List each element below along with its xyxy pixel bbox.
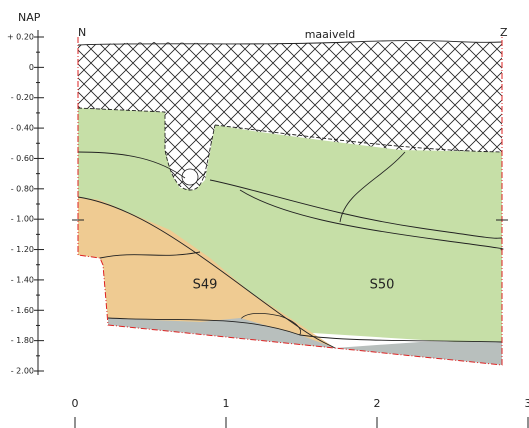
y-tick-label: - 0.20 [11,93,34,102]
y-tick-label: 0 [29,63,34,72]
x-tick-label: 1 [223,397,230,410]
x-tick-label: 0 [72,397,79,410]
north-label: N [78,26,86,39]
surface-label: maaiveld [305,28,356,41]
zone-label: S49 [193,278,218,293]
y-tick-label: - 0.80 [11,184,34,193]
x-tick-label: 2 [374,397,381,410]
y-tick-label: + 0.20 [7,33,34,42]
x-tick-label: 3 [525,397,529,410]
y-tick-label: - 1.80 [11,336,34,345]
y-tick-label: - 1.20 [11,245,34,254]
y-tick-label: - 1.00 [11,215,34,224]
y-tick-label: - 0.40 [11,124,34,133]
y-tick-label: - 1.40 [11,275,34,284]
axis-title: NAP [18,11,41,24]
y-tick-label: - 2.00 [11,367,34,376]
south-label: Z [500,26,508,39]
y-tick-label: - 1.60 [11,306,34,315]
zone-label: S50 [370,278,395,293]
y-tick-label: - 0.60 [11,154,34,163]
layers [72,37,508,366]
